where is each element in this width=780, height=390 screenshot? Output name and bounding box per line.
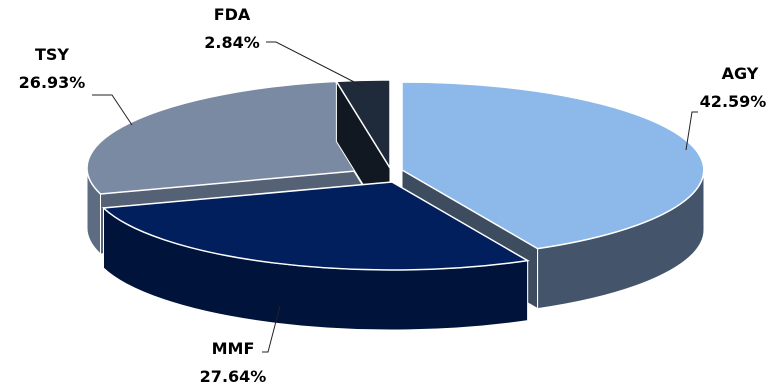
leader-line-fda xyxy=(266,41,363,87)
slice-label-tsy: 26.93% xyxy=(19,73,86,92)
slice-name-tsy: TSY xyxy=(35,45,69,64)
leader-line-agy xyxy=(685,111,698,151)
slice-top-mmf xyxy=(101,181,530,271)
slice-name-fda: FDA xyxy=(214,5,251,24)
slice-label-agy: 42.59% xyxy=(700,92,767,111)
slice-name-agy: AGY xyxy=(722,64,759,83)
slice-label-fda: 2.84% xyxy=(204,33,260,52)
leader-line-tsy xyxy=(92,94,133,126)
slice-name-mmf: MMF xyxy=(212,339,255,358)
leader-line-mmf xyxy=(262,305,281,353)
slice-top-agy xyxy=(401,81,705,250)
slice-top-fda xyxy=(335,79,391,171)
slice-label-mmf: 27.64% xyxy=(200,367,267,386)
slice-top-tsy xyxy=(86,80,391,195)
